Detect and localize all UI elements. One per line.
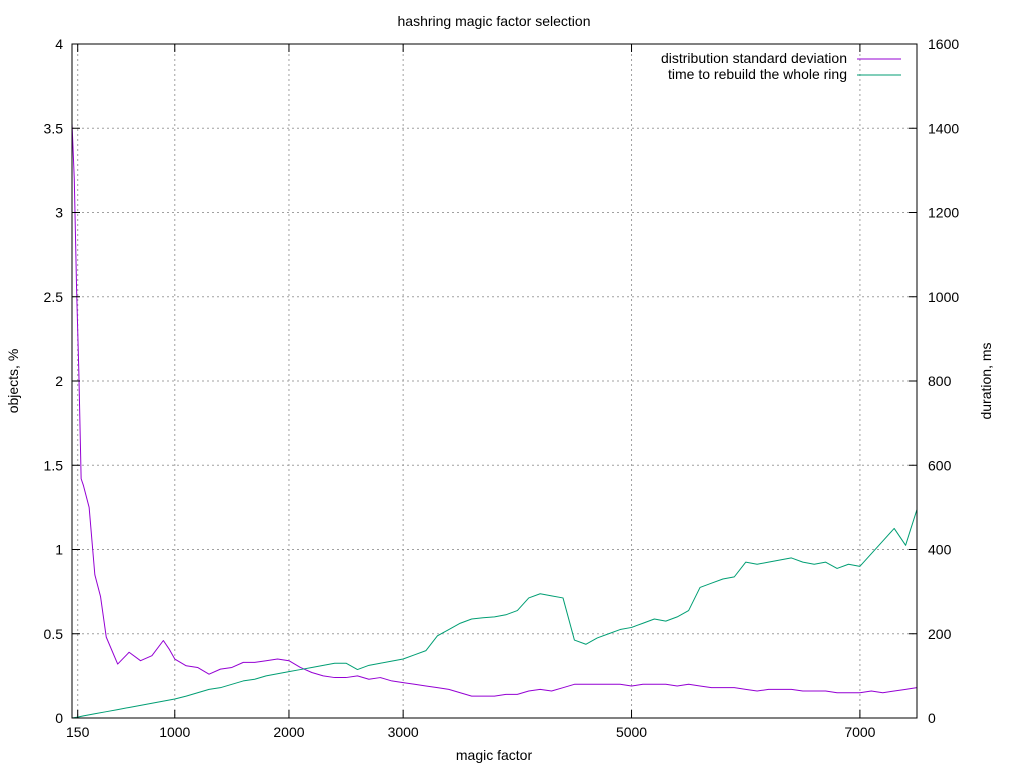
legend: distribution standard deviation time to … — [661, 50, 901, 82]
series-layer — [71, 123, 918, 719]
y-left-tick-label: 1 — [55, 542, 63, 558]
x-tick-label: 1000 — [159, 724, 190, 740]
y-right-tick-label: 800 — [928, 373, 952, 389]
tick-layer: 150 1000 2000 3000 5000 700000.511.522.533.54… — [44, 36, 960, 740]
y-right-tick-label: 0 — [928, 710, 936, 726]
x-tick-label: 7000 — [844, 724, 875, 740]
y-right-tick-label: 1400 — [928, 120, 959, 136]
y-right-tick-label: 600 — [928, 457, 952, 473]
y-left-tick-label: 4 — [55, 36, 63, 52]
chart-title: hashring magic factor selection — [398, 13, 591, 29]
y-left-tick-label: 0.5 — [44, 626, 64, 642]
y-left-axis-label: objects, % — [5, 349, 21, 414]
series-line-1 — [71, 509, 918, 719]
y-right-tick-label: 1200 — [928, 205, 959, 221]
x-tick-label: 3000 — [388, 724, 419, 740]
x-tick-label: 150 — [66, 724, 90, 740]
y-right-tick-label: 1600 — [928, 36, 959, 52]
y-right-axis-label: duration, ms — [978, 342, 994, 419]
legend-label-series-1: time to rebuild the whole ring — [668, 66, 847, 82]
y-right-tick-label: 200 — [928, 626, 952, 642]
y-left-tick-label: 2 — [55, 373, 63, 389]
y-right-tick-label: 400 — [928, 542, 952, 558]
series-line-0 — [71, 123, 918, 697]
x-axis-label: magic factor — [456, 747, 533, 763]
y-left-tick-label: 0 — [55, 710, 63, 726]
y-left-tick-label: 2.5 — [44, 289, 64, 305]
y-left-tick-label: 3.5 — [44, 120, 64, 136]
legend-label-series-0: distribution standard deviation — [661, 50, 847, 66]
y-left-tick-label: 1.5 — [44, 457, 64, 473]
x-tick-label: 5000 — [616, 724, 647, 740]
y-right-tick-label: 1000 — [928, 289, 959, 305]
x-tick-label: 2000 — [273, 724, 304, 740]
y-left-tick-label: 3 — [55, 205, 63, 221]
